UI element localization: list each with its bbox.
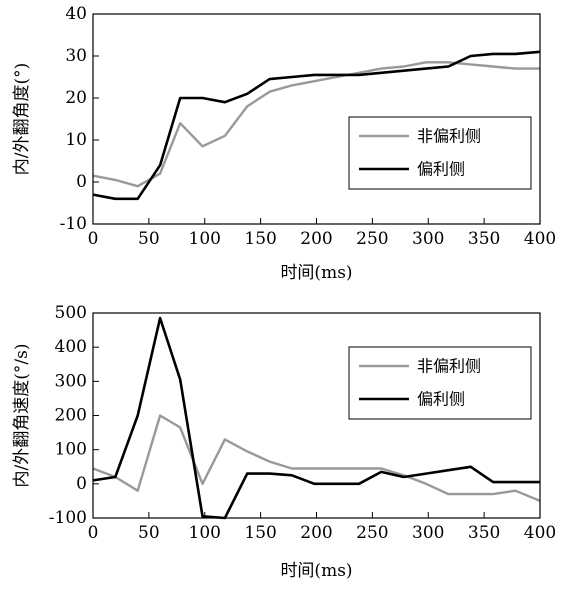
chart-2-x-tick-label: 350 [468,523,500,543]
chart-1-x-axis-title: 时间(ms) [280,263,352,283]
chart-1-series-1-line [92,61,540,188]
chart-2-y-tick-label: 500 [55,303,87,323]
chart-1-x-tick-label: 0 [88,229,99,249]
chart-2-y-axis-title: 内/外翻角速度(°/s) [12,344,32,488]
chart-2-x-tick-label: 100 [189,523,221,543]
chart-2-y-tick-label: 200 [55,406,87,426]
chart-1-y-tick-label: -10 [60,214,87,234]
chart-1-y-tick-label: 0 [76,172,87,192]
chart-2-x-tick-label: 250 [356,523,388,543]
chart-1-y-tick-label: 30 [65,46,87,66]
chart-1-legend-label-1: 非偏利侧 [417,127,481,146]
chart-2-legend-label-2: 偏利侧 [417,390,465,409]
chart-2-y-tick-label: 0 [76,474,87,494]
chart-1-legend-label-2: 偏利侧 [417,160,465,179]
chart-2-y-tick-label: 100 [55,440,87,460]
chart-1-x-tick-label: 400 [524,229,556,249]
chart-1-x-tick-label: 100 [189,229,221,249]
chart-2-x-tick-label: 200 [300,523,332,543]
chart-2-x-tick-label: 300 [412,523,444,543]
chart-1-y-tick-label: 40 [65,4,87,24]
chart-1-x-tick-label: 250 [356,229,388,249]
chart-1-x-tick-label: 300 [412,229,444,249]
chart-2-x-tick-label: 400 [524,523,556,543]
chart-2-legend-label-1: 非偏利侧 [417,357,481,376]
chart-1-series-2-line [92,50,541,201]
chart-2-y-tick-label: 300 [55,371,87,391]
chart-1-x-tick-label: 200 [300,229,332,249]
chart-2-legend-box [348,346,532,420]
chart-2-y-tick-label: 400 [55,337,87,357]
chart-2-x-tick-label: 0 [88,523,99,543]
chart-1-x-tick-label: 350 [468,229,500,249]
chart-1-y-tick-label: 10 [65,130,87,150]
chart-2-x-tick-label: 50 [138,523,160,543]
chart-2-y-tick-label: -100 [49,508,87,528]
chart-1-y-axis-title: 内/外翻角度(°) [12,63,32,176]
chart-2-x-axis-title: 时间(ms) [280,561,352,581]
chart-1-y-tick-label: 20 [65,88,87,108]
chart-2-series-1-line [92,414,541,503]
chart-1-x-tick-label: 150 [244,229,276,249]
chart-2-x-tick-label: 150 [244,523,276,543]
chart-2-series-2-line [92,316,540,520]
chart-1-x-tick-label: 50 [138,229,160,249]
chart-1-legend-box [348,116,532,190]
